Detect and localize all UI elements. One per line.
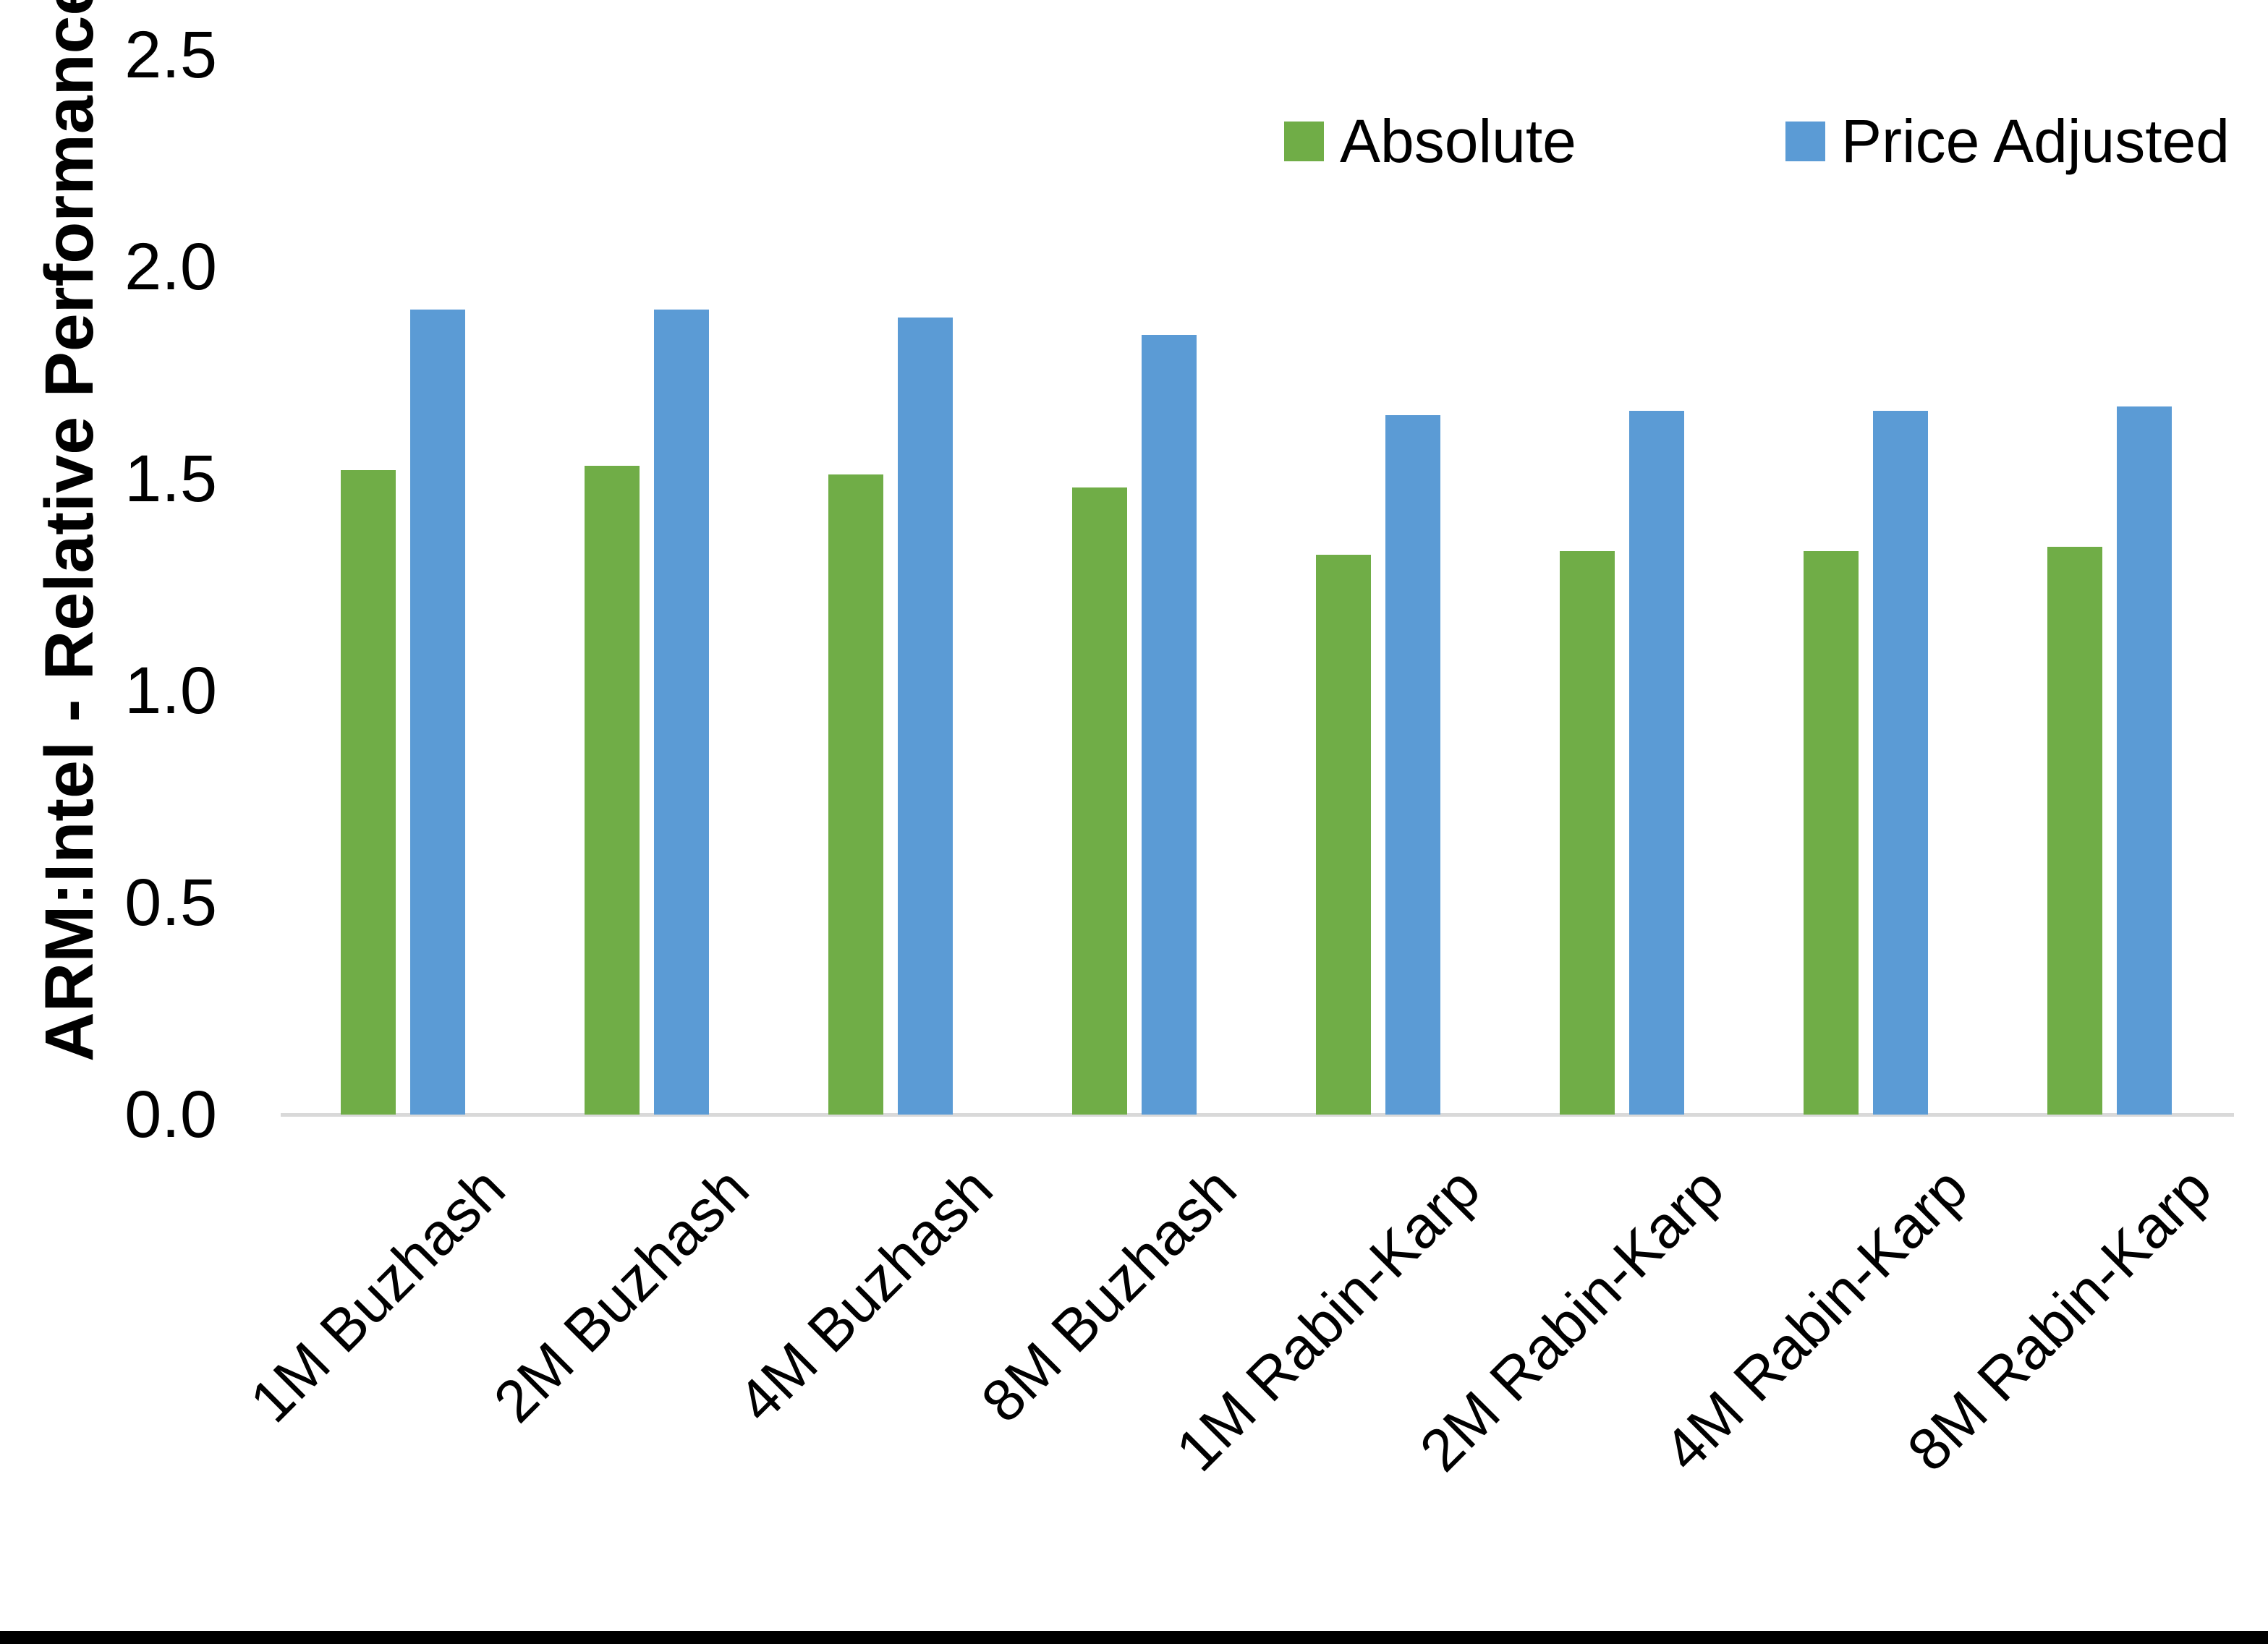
y-tick-label: 0.5 xyxy=(124,866,217,940)
y-tick-label: 1.5 xyxy=(124,442,217,516)
y-tick-label: 1.0 xyxy=(124,654,217,728)
bar-absolute-1m-rabin-karp xyxy=(1316,555,1371,1115)
bar-absolute-1m-buzhash xyxy=(341,470,396,1115)
legend-label: Absolute xyxy=(1340,107,1576,175)
bar-absolute-2m-buzhash xyxy=(585,466,640,1115)
y-tick-label: 0.0 xyxy=(124,1078,217,1151)
legend-item-absolute: Absolute xyxy=(1284,108,1576,174)
bottom-border xyxy=(0,1631,2268,1644)
legend-swatch-icon xyxy=(1284,121,1324,161)
y-tick-label: 2.5 xyxy=(124,18,217,92)
bar-price-adjusted-1m-buzhash xyxy=(410,310,465,1115)
bar-price-adjusted-2m-rabin-karp xyxy=(1629,411,1684,1115)
bar-absolute-8m-rabin-karp xyxy=(2047,547,2102,1115)
bar-price-adjusted-8m-buzhash xyxy=(1142,335,1197,1115)
x-category-label: 2M Buzhash xyxy=(481,1155,762,1435)
bar-absolute-8m-buzhash xyxy=(1072,487,1127,1115)
legend-item-price-adjusted: Price Adjusted xyxy=(1785,108,2230,174)
x-category-label: 1M Buzhash xyxy=(237,1155,518,1435)
x-category-label: 4M Buzhash xyxy=(725,1155,1006,1435)
bar-price-adjusted-4m-buzhash xyxy=(898,318,953,1115)
legend: Absolute Price Adjusted xyxy=(0,108,2268,174)
legend-label: Price Adjusted xyxy=(1841,107,2230,175)
bar-absolute-4m-rabin-karp xyxy=(1804,551,1859,1115)
bar-absolute-2m-rabin-karp xyxy=(1560,551,1615,1115)
bar-price-adjusted-8m-rabin-karp xyxy=(2117,406,2172,1115)
legend-swatch-icon xyxy=(1785,121,1825,161)
x-axis-line xyxy=(281,1113,2234,1117)
bar-absolute-4m-buzhash xyxy=(828,474,883,1115)
bar-price-adjusted-4m-rabin-karp xyxy=(1873,411,1928,1115)
bar-price-adjusted-2m-buzhash xyxy=(654,310,709,1115)
y-tick-label: 2.0 xyxy=(124,230,217,304)
bar-price-adjusted-1m-rabin-karp xyxy=(1385,415,1440,1115)
